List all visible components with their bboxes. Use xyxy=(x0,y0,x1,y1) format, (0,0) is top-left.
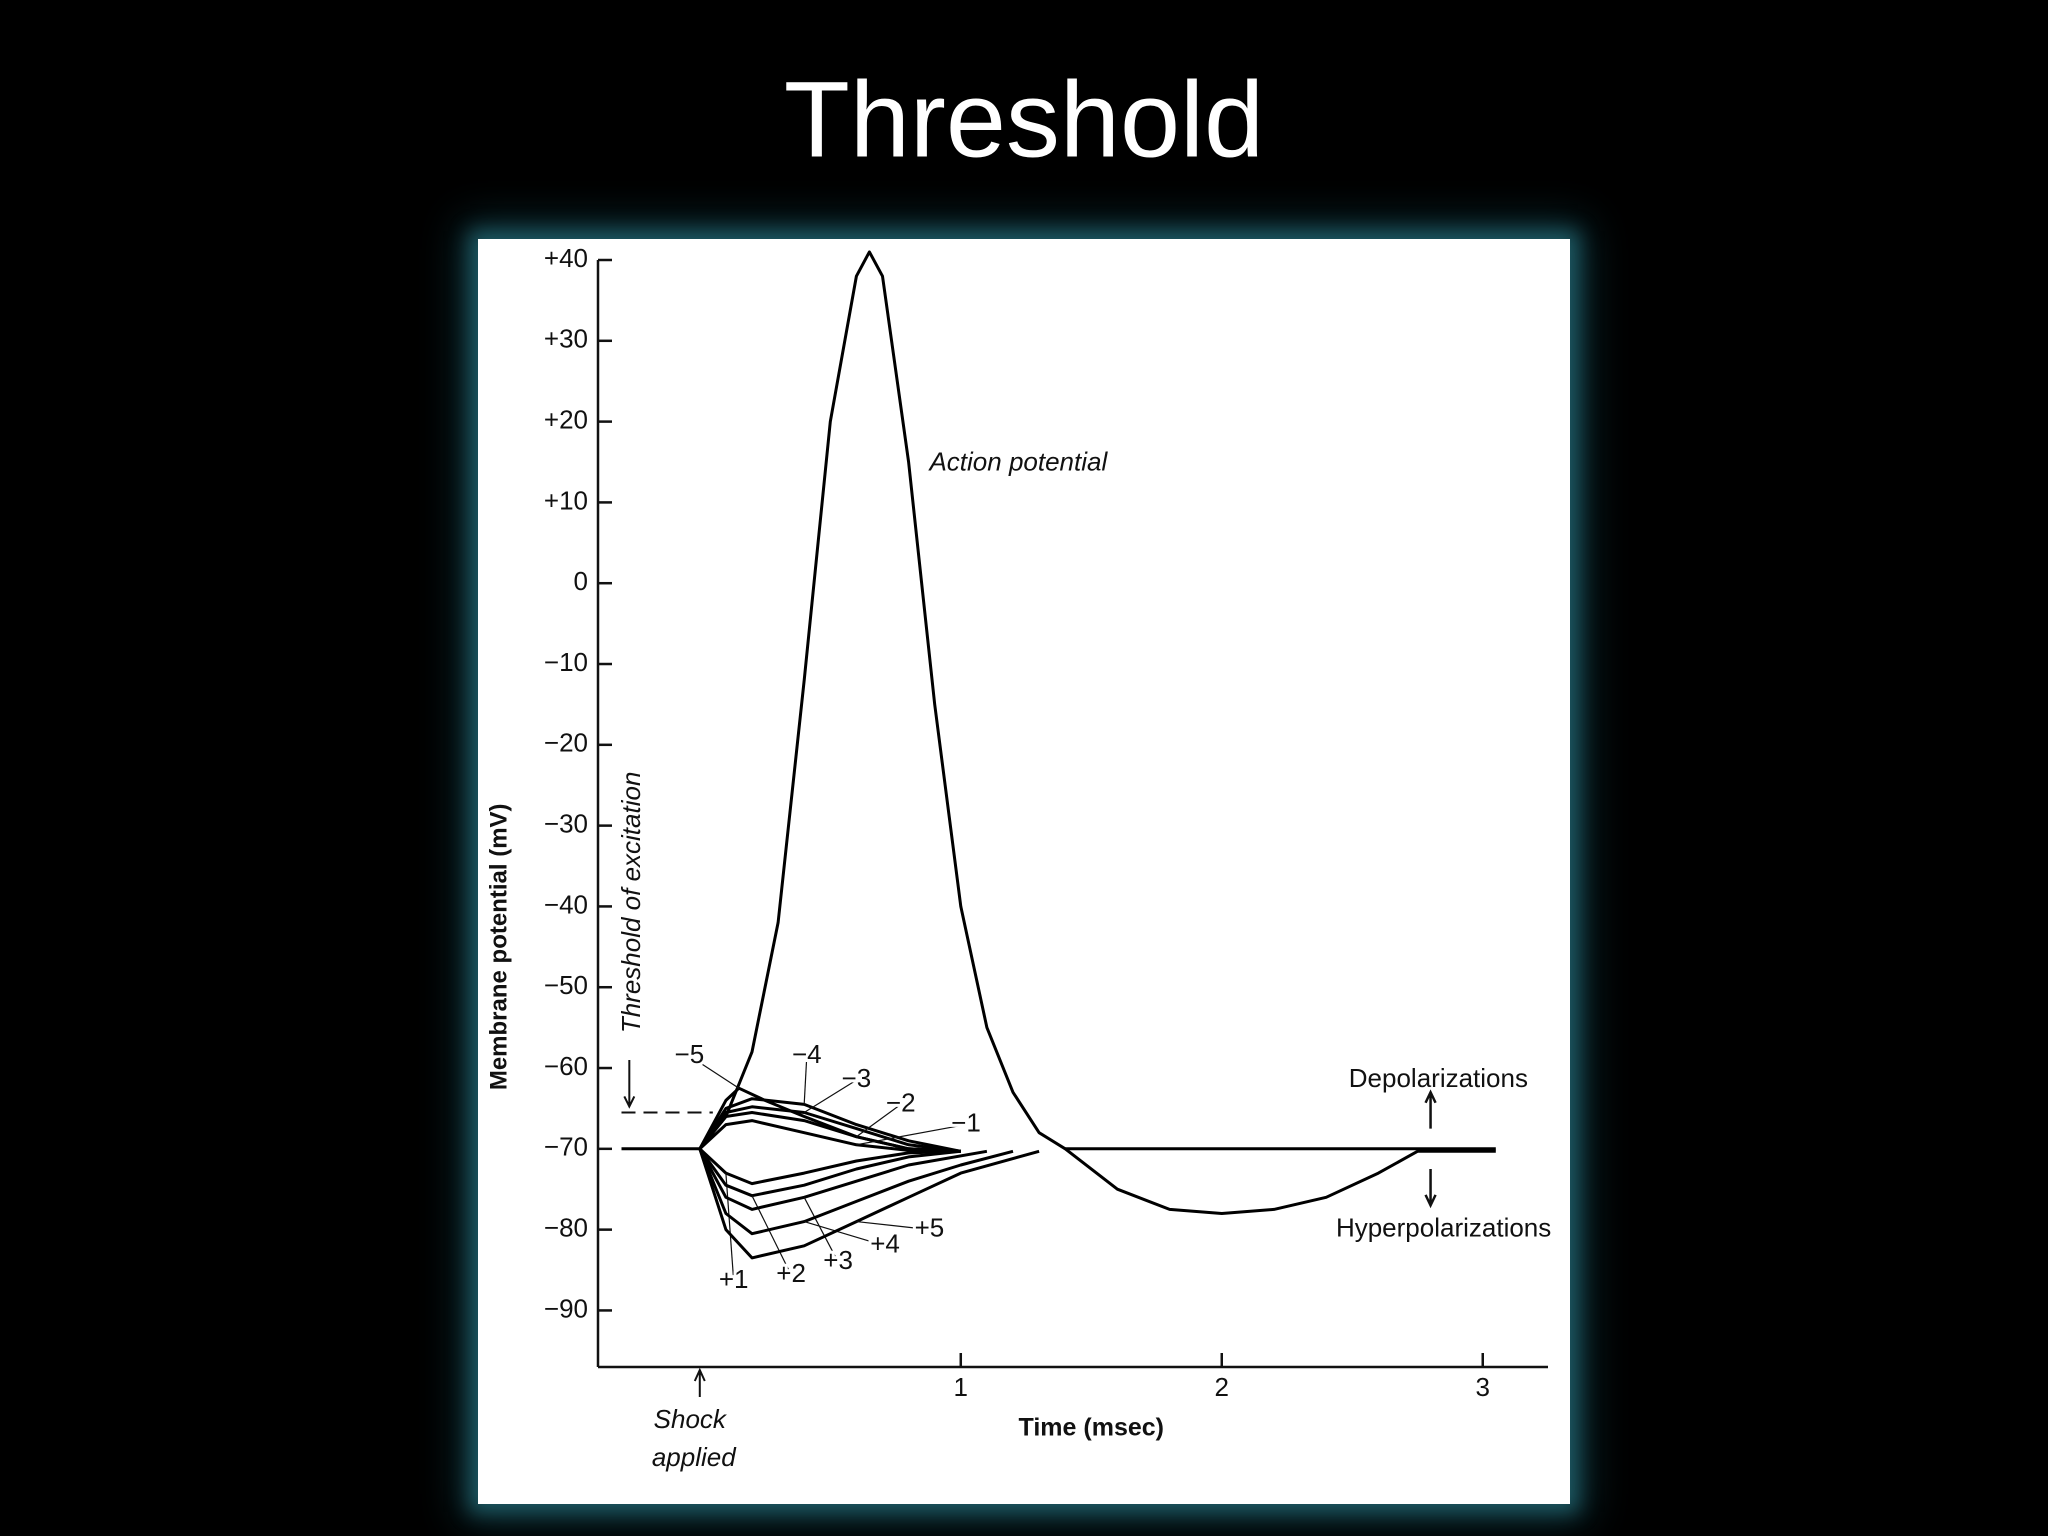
series-label: −5 xyxy=(675,1039,705,1069)
y-tick-label: −80 xyxy=(544,1213,588,1243)
x-tick-label: 3 xyxy=(1476,1372,1490,1402)
y-tick-label: +10 xyxy=(544,485,588,515)
leader-line xyxy=(725,1173,735,1282)
y-tick-label: 0 xyxy=(574,566,588,596)
y-axis-title: Membrane potential (mV) xyxy=(485,803,512,1090)
y-tick-label: +30 xyxy=(544,324,588,354)
leader-line xyxy=(803,1079,857,1113)
series-line xyxy=(698,1111,961,1153)
polarization-arrows xyxy=(1424,1089,1437,1209)
leader-line xyxy=(689,1055,740,1089)
y-tick-label: −60 xyxy=(544,1051,588,1081)
leader-line xyxy=(803,1055,808,1105)
annotation: Action potential xyxy=(927,446,1108,476)
leader-line xyxy=(803,1197,839,1263)
shock-label: applied xyxy=(652,1442,737,1472)
y-tick-label: −40 xyxy=(544,889,588,919)
series-line xyxy=(698,1097,962,1153)
y-tick-label: −50 xyxy=(544,970,588,1000)
series-label: −4 xyxy=(792,1039,822,1069)
x-tick-label: 2 xyxy=(1215,1372,1229,1402)
shock-label: Shock xyxy=(654,1404,728,1434)
leader-line xyxy=(856,1220,930,1231)
series-line xyxy=(698,1148,988,1211)
series-line xyxy=(698,1148,1040,1260)
annotation: Depolarizations xyxy=(1349,1063,1528,1093)
y-tick-label: +20 xyxy=(544,404,588,434)
y-tick-label: −20 xyxy=(544,728,588,758)
series-label: −2 xyxy=(886,1087,916,1117)
series-label: −3 xyxy=(842,1063,872,1093)
y-tick-label: −30 xyxy=(544,808,588,838)
x-tick-label: 1 xyxy=(954,1372,968,1402)
series-label: +1 xyxy=(719,1264,749,1294)
series-label: +3 xyxy=(823,1245,853,1275)
figure-panel xyxy=(478,239,1570,1504)
y-tick-label: −10 xyxy=(544,647,588,677)
series-label: −1 xyxy=(951,1107,981,1137)
leader-line xyxy=(856,1124,967,1146)
threshold-label: Threshold of excitation xyxy=(616,772,646,1034)
series-line xyxy=(698,1147,961,1198)
annotation: Hyperpolarizations xyxy=(1336,1213,1551,1243)
threshold-arrow xyxy=(623,1059,636,1109)
series-line xyxy=(698,1148,1014,1236)
series-line xyxy=(621,250,1496,1215)
leader-line xyxy=(804,1220,886,1247)
x-axis-title: Time (msec) xyxy=(1019,1414,1164,1442)
leader-line xyxy=(856,1103,902,1138)
y-tick-label: −70 xyxy=(544,1132,588,1162)
series-label: +2 xyxy=(776,1258,806,1288)
series-label: +5 xyxy=(915,1213,945,1243)
slide-title: Threshold xyxy=(784,59,1264,180)
shock-arrow xyxy=(693,1367,706,1397)
series-label: +4 xyxy=(870,1229,900,1259)
y-tick-label: +40 xyxy=(544,243,588,273)
series-line xyxy=(698,1119,961,1153)
y-tick-label: −90 xyxy=(544,1293,588,1323)
